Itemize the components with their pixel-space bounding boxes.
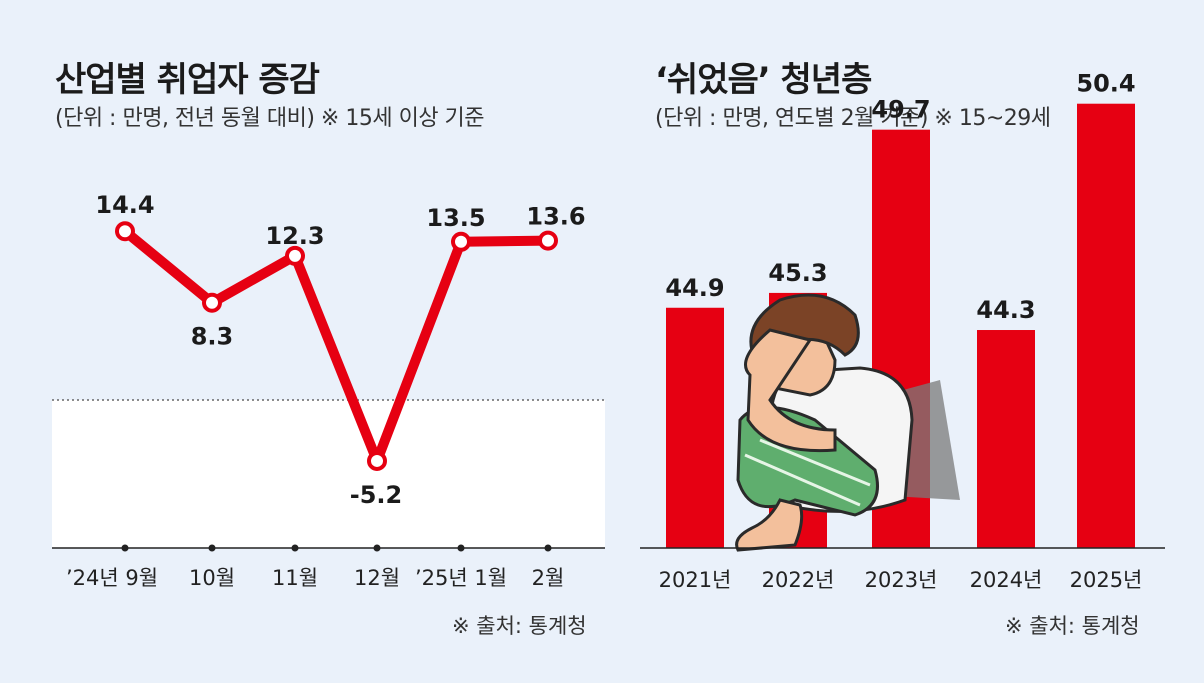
x-tick-label: 10월 [189,566,235,590]
data-point [285,245,305,266]
x-tick [373,544,381,552]
x-tick-label: 11월 [272,566,318,590]
bar-chart-title: ‘쉬었음’ 청년층 [655,60,872,100]
pants-stripes [744,438,871,507]
line-chart: 14.4 ’24년 9월 8.3 10월 12.3 11월 -5.2 12월 13.5 ’25년 … [52,191,605,590]
data-label: 50.4 [1076,70,1135,98]
series-line [120,226,553,466]
x-tick-label: 2021년 [659,568,732,592]
data-label: 13.6 [526,203,585,231]
data-label: 14.4 [95,191,154,219]
x-tick [544,544,552,552]
negative-area [52,400,605,548]
bar-chart-source: ※ 출처: 통계청 [1005,614,1140,638]
x-tick-label: 2024년 [970,568,1043,592]
x-tick [457,544,465,552]
x-tick-label: ’25년 1월 [415,566,507,590]
x-tick [121,544,129,552]
data-point [538,230,558,251]
x-tick-label: 2022년 [762,568,835,592]
x-tick-label: ’24년 9월 [66,566,158,590]
line-chart-panel: 산업별 취업자 증감 (단위 : 만명, 전년 동월 대비) ※ 15세 이상 … [52,60,605,638]
x-tick-label: 2월 [532,566,565,590]
data-label: 44.9 [665,274,724,302]
bar-chart: 44.9 2021년 45.3 2022년 49.7 2023년 44.3 2024년 50.4… [640,70,1165,592]
x-tick-label: 2025년 [1070,568,1143,592]
bar-chart-subtitle: (단위 : 만명, 연도별 2월 기준) ※ 15~29세 [655,106,1051,131]
x-tick [208,544,216,552]
data-label: 12.3 [265,222,324,250]
person-arm [744,328,837,453]
data-point [451,231,471,252]
x-tick [291,544,299,552]
data-label: 49.7 [871,96,930,124]
data-label: 13.5 [426,204,485,232]
x-tick-label: 2023년 [865,568,938,592]
line-chart-title: 산업별 취업자 증감 [55,60,320,100]
bar [977,330,1035,548]
data-label: 44.3 [976,296,1035,324]
person-feet [735,498,804,552]
data-point [367,450,387,471]
bar-chart-panel: ‘쉬었음’ 청년층 (단위 : 만명, 연도별 2월 기준) ※ 15~29세 … [620,0,1204,683]
data-label: -5.2 [350,481,402,509]
data-point [115,221,135,242]
data-label: 45.3 [768,259,827,287]
data-point [202,292,222,313]
sitting-person-illustration [735,293,960,552]
line-chart-subtitle: (단위 : 만명, 전년 동월 대비) ※ 15세 이상 기준 [55,106,485,131]
bar [1077,103,1135,548]
data-label: 8.3 [191,323,234,351]
x-tick-label: 12월 [354,566,400,590]
line-chart-source: ※ 출처: 통계청 [452,614,587,638]
bar [666,307,724,548]
